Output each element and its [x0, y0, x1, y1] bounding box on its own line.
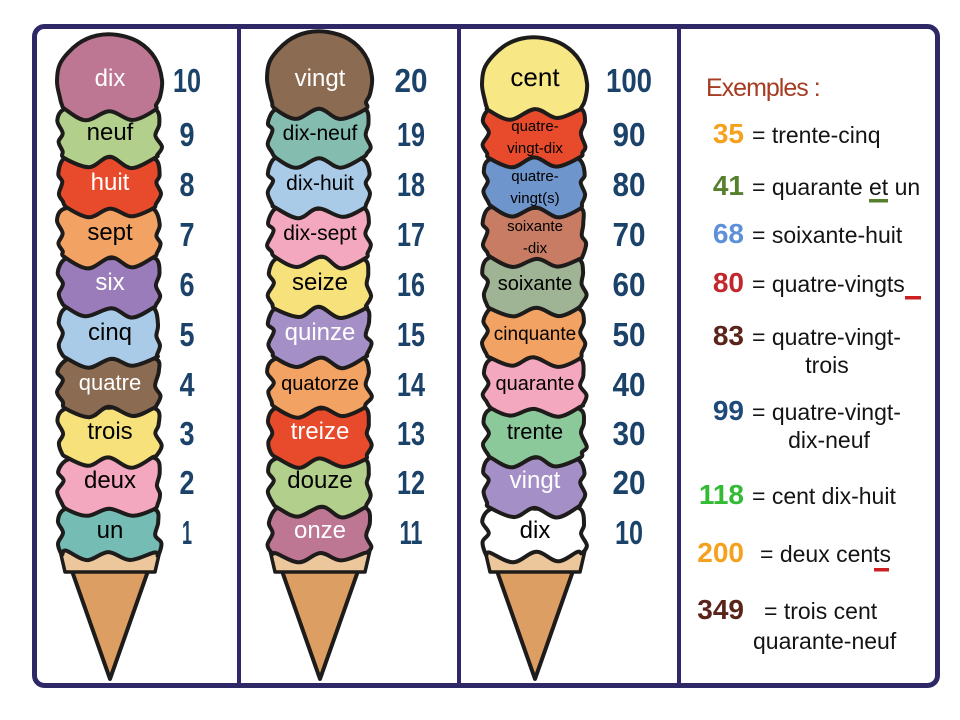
svg-text:100: 100 [606, 62, 652, 99]
svg-text:= quarante et un: = quarante et un [752, 174, 920, 200]
svg-text:soixante: soixante [498, 273, 573, 295]
svg-text:= cent dix-huit: = cent dix-huit [752, 483, 896, 509]
svg-text:dix-neuf: dix-neuf [788, 427, 870, 453]
svg-text:11: 11 [400, 514, 423, 551]
svg-text:= deux cents: = deux cents [760, 541, 891, 567]
svg-text:vingt(s): vingt(s) [510, 190, 559, 207]
svg-text:dix-sept: dix-sept [283, 222, 357, 245]
svg-text:50: 50 [613, 316, 646, 353]
svg-text:neuf: neuf [87, 119, 134, 146]
svg-text:30: 30 [613, 415, 646, 452]
svg-text:99: 99 [713, 395, 744, 426]
svg-text:quinze: quinze [285, 319, 356, 346]
svg-text:1: 1 [182, 514, 192, 551]
svg-text:dix: dix [520, 517, 551, 544]
svg-text:quatorze: quatorze [281, 373, 359, 395]
svg-text:15: 15 [397, 316, 425, 353]
svg-text:dix-neuf: dix-neuf [283, 122, 358, 145]
svg-text:vingt-dix: vingt-dix [507, 140, 563, 157]
svg-text:60: 60 [613, 266, 646, 303]
svg-text:cinq: cinq [88, 319, 132, 346]
svg-text:80: 80 [713, 267, 744, 298]
svg-text:cent: cent [510, 62, 560, 92]
svg-text:3: 3 [180, 415, 195, 452]
svg-text:17: 17 [397, 216, 425, 253]
svg-text:9: 9 [180, 116, 195, 153]
svg-text:118: 118 [699, 479, 744, 510]
svg-text:quarante-neuf: quarante-neuf [753, 628, 897, 654]
svg-text:19: 19 [397, 116, 425, 153]
svg-text:2: 2 [180, 464, 195, 501]
svg-text:18: 18 [397, 166, 425, 203]
svg-text:349: 349 [697, 594, 744, 625]
svg-text:treize: treize [291, 418, 350, 445]
svg-text:seize: seize [292, 269, 348, 296]
svg-text:8: 8 [180, 166, 195, 203]
svg-text:trente: trente [507, 419, 563, 444]
svg-text:41: 41 [713, 170, 744, 201]
svg-text:7: 7 [180, 216, 195, 253]
svg-text:200: 200 [697, 537, 744, 568]
svg-text:cinquante: cinquante [494, 324, 576, 345]
svg-text:douze: douze [287, 467, 352, 494]
svg-text:vingt: vingt [510, 467, 561, 494]
svg-text:5: 5 [180, 316, 195, 353]
svg-text:sept: sept [87, 219, 133, 246]
svg-text:70: 70 [613, 216, 646, 253]
svg-text:20: 20 [613, 464, 646, 501]
svg-text:six: six [95, 269, 124, 296]
svg-text:6: 6 [180, 266, 195, 303]
svg-text:10: 10 [615, 514, 643, 551]
svg-text:12: 12 [397, 464, 425, 501]
svg-text:vingt: vingt [295, 65, 346, 92]
svg-text:deux: deux [84, 467, 136, 494]
svg-text:40: 40 [613, 366, 646, 403]
svg-text:un: un [97, 517, 124, 544]
svg-text:quatre-: quatre- [511, 168, 559, 185]
svg-text:trois: trois [805, 352, 848, 378]
svg-text:quarante: quarante [496, 373, 575, 395]
svg-text:10: 10 [173, 62, 201, 99]
svg-text:35: 35 [713, 118, 744, 149]
svg-text:13: 13 [397, 415, 425, 452]
svg-text:Exemples :: Exemples : [706, 74, 820, 102]
svg-text:quatre-: quatre- [511, 118, 559, 135]
svg-text:onze: onze [294, 517, 346, 544]
svg-text:14: 14 [397, 366, 425, 403]
svg-text:= quatre-vingt-: = quatre-vingt- [752, 399, 901, 425]
svg-text:4: 4 [180, 366, 196, 403]
svg-text:dix: dix [95, 65, 126, 92]
svg-text:68: 68 [713, 218, 744, 249]
svg-text:83: 83 [713, 320, 744, 351]
svg-text:80: 80 [613, 166, 646, 203]
svg-text:-dix: -dix [523, 240, 548, 257]
svg-text:= soixante-huit: = soixante-huit [752, 222, 903, 248]
svg-text:soixante: soixante [507, 218, 563, 235]
svg-text:quatre: quatre [79, 370, 141, 395]
svg-text:= trente-cinq: = trente-cinq [752, 122, 881, 148]
svg-text:20: 20 [395, 62, 428, 99]
svg-text:= quatre-vingt-: = quatre-vingt- [752, 324, 901, 350]
svg-text:huit: huit [91, 169, 130, 196]
svg-text:= quatre-vingts: = quatre-vingts [752, 271, 905, 297]
svg-text:16: 16 [397, 266, 425, 303]
svg-text:90: 90 [613, 116, 646, 153]
svg-text:dix-huit: dix-huit [286, 172, 354, 195]
svg-text:= trois cent: = trois cent [764, 598, 878, 624]
svg-text:trois: trois [87, 418, 132, 445]
